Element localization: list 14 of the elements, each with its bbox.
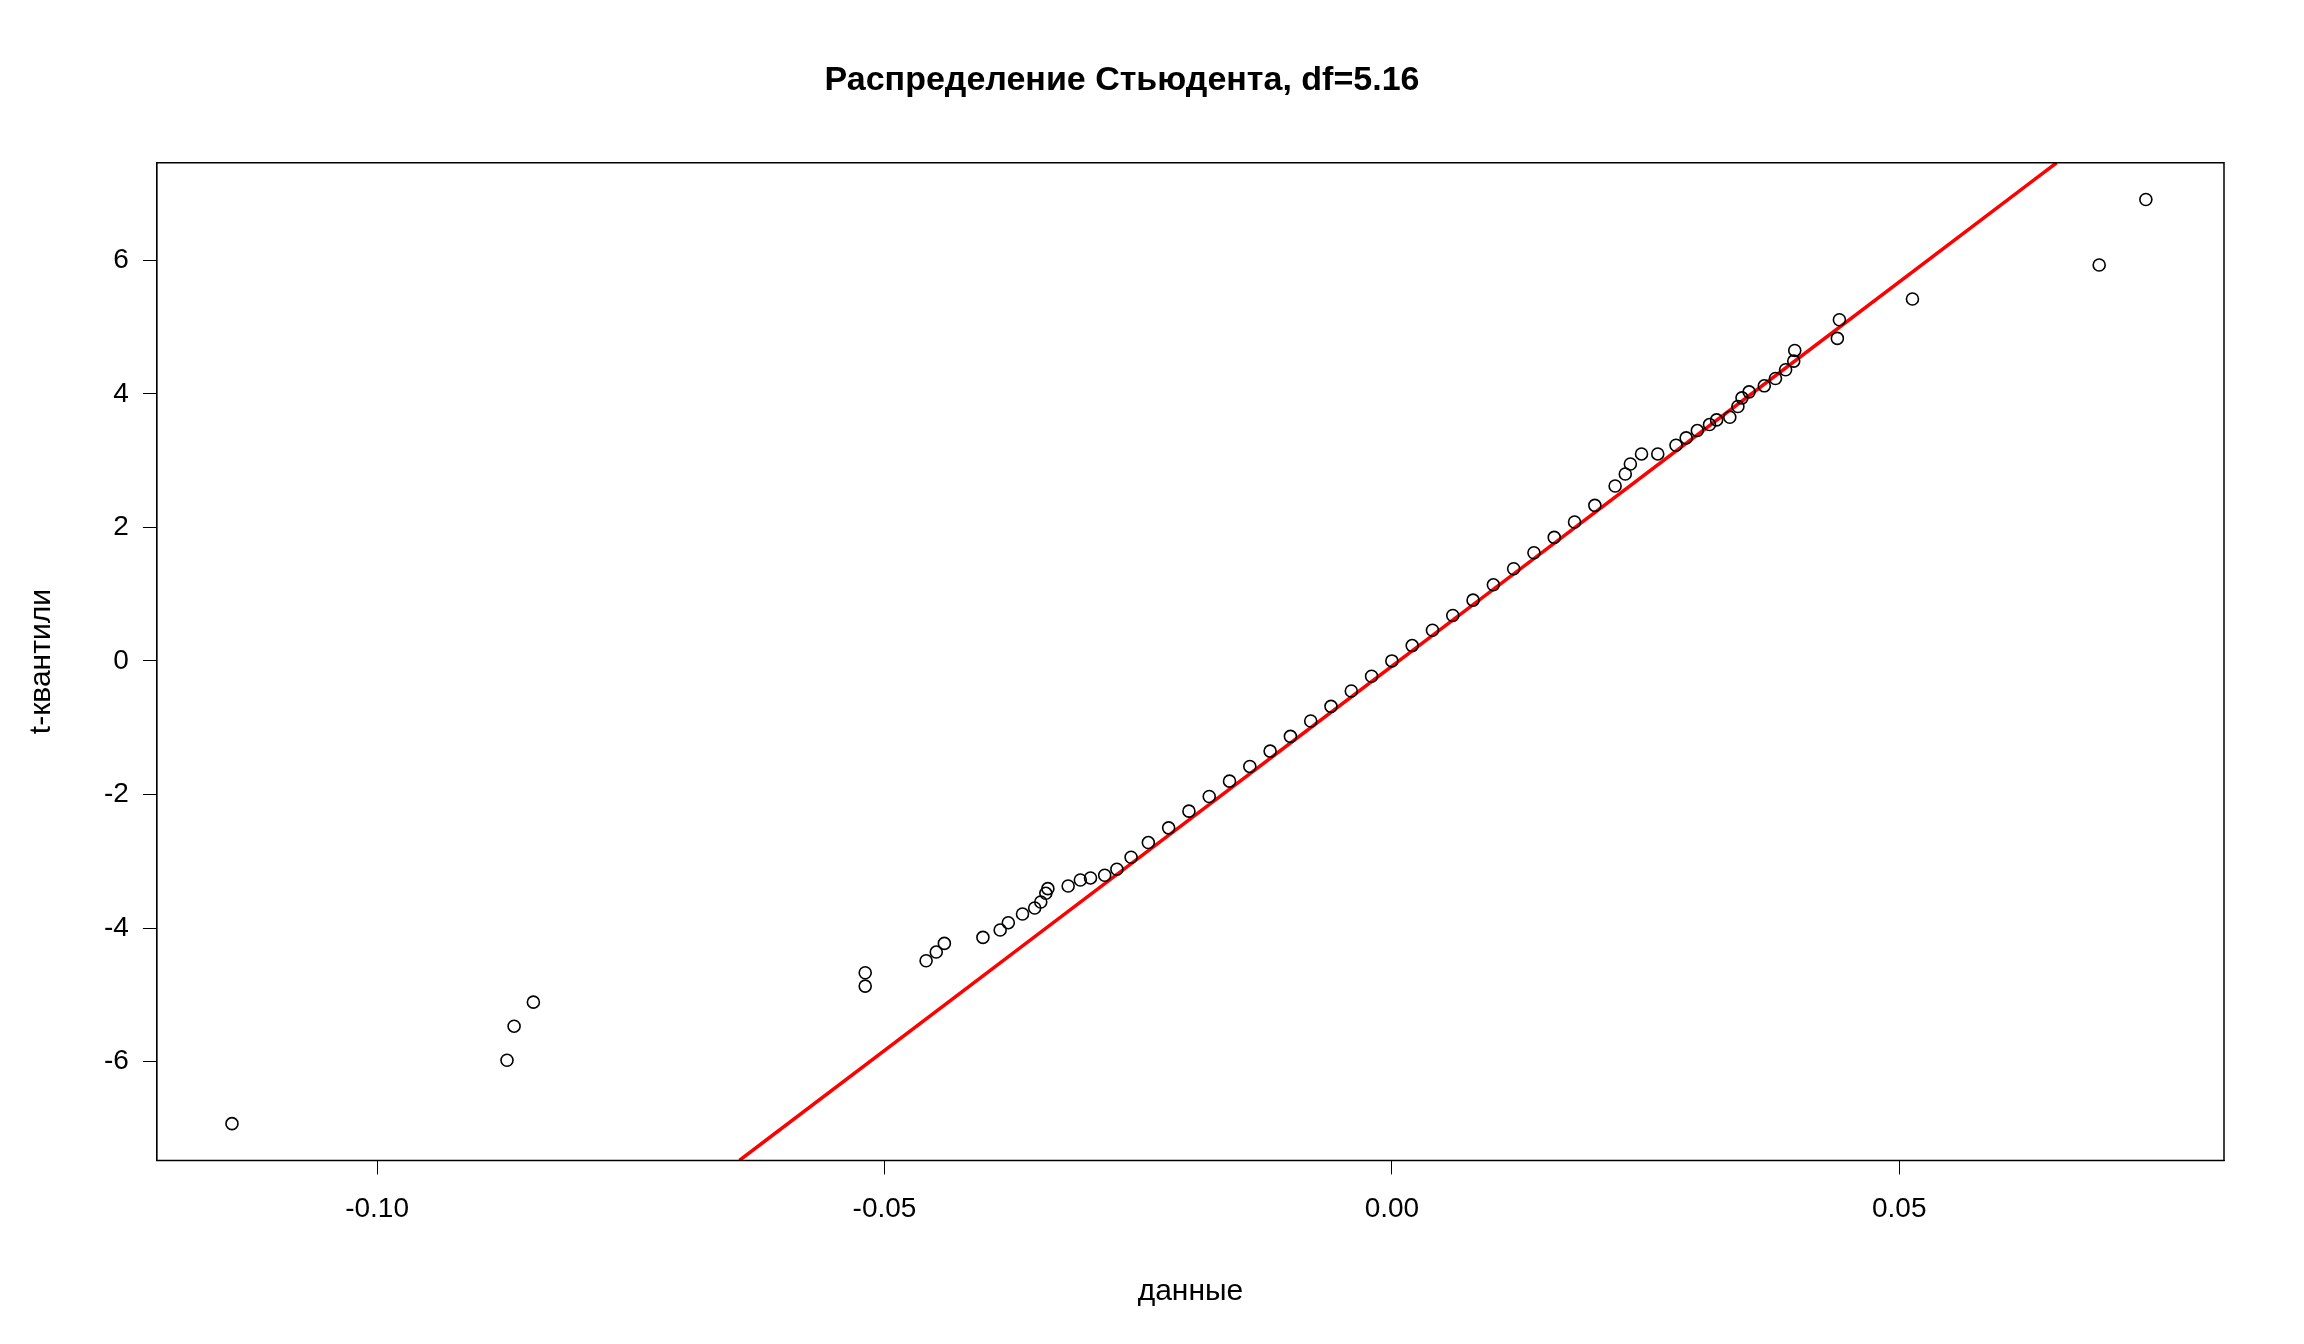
y-tick-label: -2 (103, 777, 129, 809)
x-tick-label: -0.10 (345, 1191, 410, 1223)
x-axis-title: данные (1137, 1273, 1244, 1307)
y-tick-label: 2 (113, 510, 129, 542)
y-tick-label: 0 (113, 643, 129, 675)
chart-title: Распределение Стьюдента, df=5.16 (824, 58, 1420, 97)
x-tick-label: 0.00 (1364, 1191, 1420, 1223)
y-axis-title: t-квантили (23, 589, 57, 735)
y-tick-label: -6 (103, 1044, 129, 1076)
y-tick-label: 4 (113, 376, 129, 408)
x-tick-label: 0.05 (1872, 1191, 1927, 1223)
y-tick-label: 6 (113, 243, 129, 275)
y-tick-label: -4 (103, 910, 129, 942)
x-tick-label: -0.05 (852, 1191, 917, 1223)
